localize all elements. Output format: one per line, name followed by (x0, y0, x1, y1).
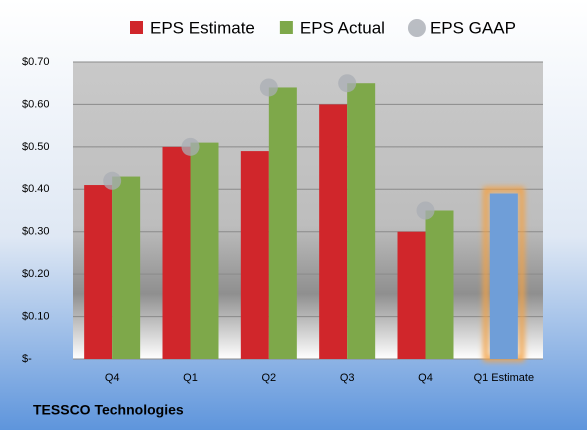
x-tick-label: Q2 (261, 372, 276, 384)
legend-marker (279, 21, 293, 34)
bar (319, 104, 348, 359)
bar (240, 151, 269, 359)
bar (347, 83, 376, 359)
bar (268, 87, 297, 359)
gaap-marker (338, 74, 357, 93)
y-tick-label: $- (22, 353, 32, 365)
x-tick-label: Q3 (340, 372, 355, 384)
gaap-marker (181, 137, 200, 156)
y-tick-label: $0.20 (22, 268, 50, 280)
bar (489, 193, 518, 359)
x-tick-label: Q4 (418, 372, 433, 384)
legend-label: EPS GAAP (430, 18, 516, 37)
legend-marker (130, 21, 143, 34)
y-tick-label: $0.10 (22, 310, 50, 322)
legend-label: EPS Estimate (150, 18, 255, 37)
chart-title: TESSCO Technologies (33, 402, 184, 418)
legend-marker (407, 19, 426, 37)
bar (397, 231, 426, 359)
gaap-marker (103, 171, 122, 190)
bar (425, 210, 454, 359)
bar (112, 176, 141, 359)
gaap-marker (259, 78, 278, 97)
bar (84, 185, 113, 359)
x-tick-label: Q1 Estimate (474, 372, 535, 384)
y-tick-label: $0.30 (22, 226, 50, 238)
bar (162, 146, 191, 359)
legend-label: EPS Actual (300, 18, 385, 37)
bar (190, 142, 219, 359)
plot-area (73, 62, 543, 359)
x-tick-label: Q4 (105, 372, 120, 384)
y-tick-label: $0.60 (22, 98, 50, 110)
x-tick-label: Q1 (183, 372, 198, 384)
y-tick-label: $0.40 (22, 183, 50, 195)
gaap-marker (416, 201, 435, 220)
y-tick-label: $0.70 (22, 56, 50, 68)
y-tick-label: $0.50 (22, 141, 50, 153)
